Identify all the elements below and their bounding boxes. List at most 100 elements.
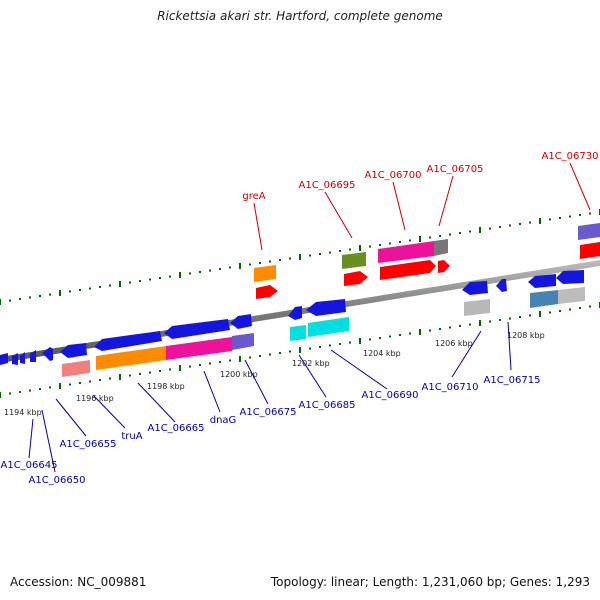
gene-label-a1c-06730[interactable]: A1C_06730 (542, 151, 599, 162)
scale-tick (479, 320, 481, 326)
gene-block[interactable] (378, 241, 434, 263)
gene-arrow[interactable] (230, 314, 252, 329)
gene-arrow[interactable] (344, 271, 368, 286)
scale-tick (219, 268, 221, 270)
scale-tick (99, 286, 101, 288)
scale-tick (469, 323, 471, 326)
gene-label-grea[interactable]: greA (242, 191, 265, 202)
scale-tick (99, 379, 101, 381)
gene-label-a1c-06665[interactable]: A1C_06665 (148, 423, 205, 434)
gene-label-a1c-06715[interactable]: A1C_06715 (484, 375, 541, 386)
tick-row-upper (0, 209, 600, 305)
gene-block[interactable] (166, 337, 232, 360)
gene-block[interactable] (580, 242, 600, 259)
scale-tick (109, 377, 111, 380)
scale-tick (459, 325, 461, 327)
gene-arrow[interactable] (12, 353, 18, 365)
scale-tick (9, 392, 11, 395)
gene-arrow[interactable] (164, 319, 230, 339)
top-gene-labels: greA A1C_06695 A1C_06700 A1C_06705 A1C_0… (242, 151, 598, 202)
scale-tick (189, 365, 191, 368)
gene-arrow[interactable] (496, 279, 507, 292)
gene-arrow[interactable] (556, 270, 584, 284)
gene-block[interactable] (578, 223, 600, 240)
gene-arrow[interactable] (60, 343, 87, 358)
gene-arrow[interactable] (528, 274, 556, 288)
scale-tick (159, 277, 161, 279)
gene-label-trua[interactable]: truA (121, 431, 142, 442)
scale-tick (589, 305, 591, 308)
scale-tick (429, 329, 431, 332)
scale-tick (119, 281, 121, 287)
gene-arrow[interactable] (0, 353, 8, 365)
scale-tick (419, 329, 421, 335)
scale-tick (379, 244, 381, 246)
gene-block[interactable] (558, 287, 585, 304)
scale-tick (509, 224, 511, 227)
gene-arrow[interactable] (256, 285, 278, 299)
gene-label-a1c-06655[interactable]: A1C_06655 (60, 439, 117, 450)
gene-label-a1c-06710[interactable]: A1C_06710 (422, 382, 479, 393)
scale-tick (169, 275, 171, 278)
gene-block[interactable] (308, 317, 349, 337)
scale-tick (409, 332, 411, 335)
gene-block[interactable] (530, 290, 558, 308)
scale-tick (469, 230, 471, 233)
gene-label-a1c-06650[interactable]: A1C_06650 (29, 475, 86, 486)
gene-block[interactable] (342, 252, 366, 269)
topology-summary-text: Topology: linear; Length: 1,231,060 bp; … (270, 575, 590, 589)
scale-tick (249, 263, 251, 266)
scale-tick (249, 356, 251, 359)
gene-block[interactable] (254, 265, 276, 282)
gene-arrow[interactable] (30, 350, 36, 362)
gene-label-a1c-06695[interactable]: A1C_06695 (299, 180, 356, 191)
scale-label: 1200 kbp (220, 370, 258, 379)
scale-tick (329, 344, 331, 347)
scale-tick (0, 392, 1, 398)
gene-block[interactable] (434, 239, 448, 256)
scale-tick (559, 217, 561, 219)
gene-arrow[interactable] (462, 281, 488, 295)
scale-tick (539, 311, 541, 317)
gene-arrow[interactable] (42, 347, 53, 361)
scale-tick (239, 263, 241, 269)
gene-block[interactable] (290, 325, 306, 341)
gene-label-a1c-06675[interactable]: A1C_06675 (240, 407, 297, 418)
scale-tick (209, 269, 211, 272)
gene-block[interactable] (62, 360, 90, 377)
gene-label-a1c-06705[interactable]: A1C_06705 (427, 164, 484, 175)
gene-block[interactable] (464, 299, 490, 316)
scale-tick (579, 307, 581, 309)
scale-tick (569, 308, 571, 311)
gene-arrow[interactable] (438, 260, 450, 273)
gene-label-a1c-06685[interactable]: A1C_06685 (299, 400, 356, 411)
scale-label: 1198 kbp (147, 382, 185, 391)
scale-tick (259, 262, 261, 264)
gene-arrow[interactable] (380, 260, 436, 280)
scale-tick (499, 226, 501, 228)
scale-tick (549, 311, 551, 314)
scale-tick (309, 254, 311, 257)
gene-label-a1c-06700[interactable]: A1C_06700 (365, 170, 422, 181)
scale-tick (529, 314, 531, 317)
scale-tick (389, 335, 391, 338)
scale-tick (369, 338, 371, 341)
gene-block[interactable] (96, 346, 166, 370)
gene-label-dnag[interactable]: dnaG (210, 415, 237, 426)
scale-tick (39, 295, 41, 297)
scale-tick (69, 383, 71, 386)
gene-arrow[interactable] (94, 331, 162, 351)
scale-tick (209, 362, 211, 365)
gene-arrow[interactable] (288, 306, 302, 320)
gene-label-a1c-06690[interactable]: A1C_06690 (362, 390, 419, 401)
gene-arrow[interactable] (306, 299, 346, 316)
scale-tick (29, 389, 31, 392)
gene-block[interactable] (232, 333, 254, 350)
scale-tick (199, 364, 201, 366)
scale-tick (389, 242, 391, 245)
gene-label-a1c-06645[interactable]: A1C_06645 (1, 460, 58, 471)
scale-label: 1206 kbp (435, 339, 473, 348)
gene-arrow[interactable] (20, 352, 25, 364)
scale-tick (459, 232, 461, 234)
